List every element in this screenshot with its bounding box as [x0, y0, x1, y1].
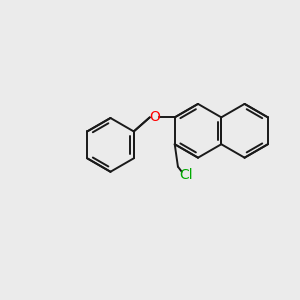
Text: O: O: [149, 110, 160, 124]
Text: Cl: Cl: [179, 168, 192, 182]
